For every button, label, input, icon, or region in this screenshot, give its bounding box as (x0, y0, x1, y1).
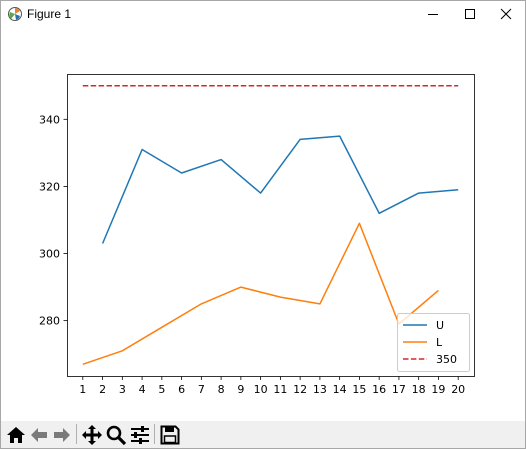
x-tick-label: 4 (139, 383, 146, 396)
back-arrow-icon (31, 428, 47, 442)
x-tick-label: 9 (237, 383, 244, 396)
x-tick-label: 17 (392, 383, 406, 396)
line-chart: 1 2 3 4 5 6 7 8 9 10 11 12 13 14 15 16 17 18 19 20280300320… (39, 74, 475, 396)
home-button[interactable] (5, 424, 27, 446)
minimize-button[interactable] (413, 1, 453, 28)
y-tick-label: 300 (39, 248, 60, 261)
pan-icon (82, 425, 102, 445)
close-button[interactable] (487, 1, 525, 28)
series-line-u (101, 135, 459, 244)
legend-label: U (436, 319, 444, 332)
x-tick-label: 1 (79, 383, 86, 396)
close-icon (500, 8, 512, 20)
configure-subplots-icon (131, 426, 149, 444)
matplotlib-app-icon (7, 6, 23, 22)
legend-label: L (436, 336, 443, 349)
forward-arrow-icon (54, 428, 70, 442)
x-tick-label: 18 (412, 383, 426, 396)
save-icon (160, 425, 180, 445)
legend-label: 350 (436, 353, 457, 366)
x-tick-label: 19 (431, 383, 445, 396)
x-tick-label: 16 (372, 383, 386, 396)
legend-box (397, 313, 470, 372)
x-tick-label: 13 (313, 383, 327, 396)
window-title: Figure 1 (27, 7, 72, 21)
toolbar-separator (154, 424, 155, 444)
x-tick-label: 3 (119, 383, 126, 396)
toolbar-separator (76, 424, 77, 444)
y-tick-label: 340 (39, 113, 60, 126)
x-tick-label: 2 (99, 383, 106, 396)
configure-subplots-button[interactable] (129, 424, 151, 446)
maximize-icon (465, 9, 475, 19)
zoom-icon (106, 425, 127, 446)
x-tick-label: 8 (218, 383, 225, 396)
save-button[interactable] (159, 424, 181, 446)
x-tick-label: 12 (293, 383, 307, 396)
navigation-toolbar (1, 421, 525, 448)
x-tick-label: 15 (352, 383, 366, 396)
x-tick-label: 6 (178, 383, 185, 396)
home-icon (7, 427, 25, 443)
forward-button[interactable] (51, 424, 73, 446)
y-tick-label: 280 (39, 315, 60, 328)
x-tick-label: 14 (333, 383, 347, 396)
maximize-button[interactable] (450, 1, 490, 28)
series-line-l (82, 222, 439, 366)
minimize-icon (428, 14, 438, 15)
zoom-button[interactable] (105, 424, 127, 446)
y-tick-label: 320 (39, 180, 60, 193)
back-button[interactable] (28, 424, 50, 446)
title-bar[interactable]: Figure 1 (1, 1, 525, 28)
figure-canvas[interactable]: 1 2 3 4 5 6 7 8 9 10 11 12 13 14 15 16 17 18 19 20 280 300 320… (1, 28, 525, 421)
x-tick-label: 7 (198, 383, 205, 396)
x-tick-label: 10 (254, 383, 268, 396)
x-tick-label: 20 (451, 383, 465, 396)
pan-button[interactable] (81, 424, 103, 446)
x-tick-label: 11 (273, 383, 287, 396)
x-tick-label: 5 (158, 383, 165, 396)
